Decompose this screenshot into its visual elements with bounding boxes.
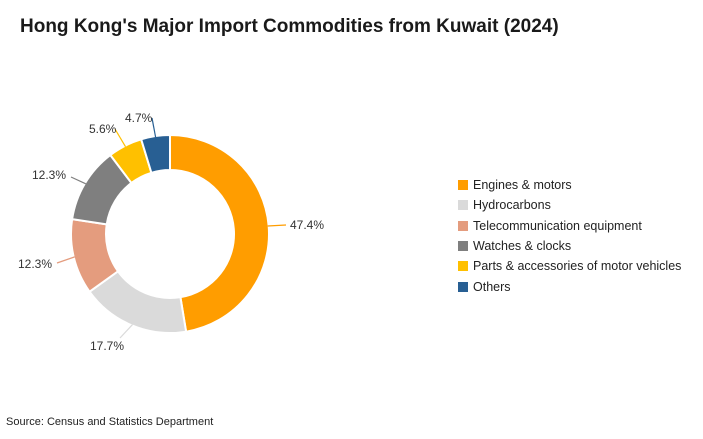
- legend-label: Engines & motors: [473, 178, 572, 193]
- legend-label: Telecommunication equipment: [473, 218, 642, 233]
- data-label: 5.6%: [89, 122, 117, 136]
- legend-label: Others: [473, 279, 511, 294]
- leader-line: [56, 256, 75, 264]
- legend-swatch: [458, 281, 468, 292]
- legend-swatch: [458, 220, 468, 231]
- data-label: 4.7%: [125, 111, 153, 125]
- data-label: 47.4%: [290, 218, 324, 232]
- legend-item: Telecommunication equipment: [458, 216, 681, 236]
- data-label: 12.3%: [32, 168, 66, 182]
- legend-label: Parts & accessories of motor vehicles: [473, 259, 682, 274]
- data-label: 12.3%: [18, 257, 52, 271]
- legend-swatch: [458, 241, 468, 252]
- legend-swatch: [458, 180, 468, 191]
- legend-item: Engines & motors: [458, 175, 681, 195]
- chart-title: Hong Kong's Major Import Commodities fro…: [20, 16, 559, 37]
- legend-label: Watches & clocks: [473, 239, 572, 254]
- legend-item: Parts & accessories of motor vehicles: [458, 256, 681, 276]
- legend-item: Watches & clocks: [458, 236, 681, 256]
- data-label: 17.7%: [90, 339, 124, 353]
- legend-item: Hydrocarbons: [458, 195, 681, 215]
- leader-line: [267, 224, 287, 227]
- leader-line: [119, 324, 133, 339]
- leader-line: [151, 117, 157, 138]
- donut-slice-others: [139, 133, 171, 175]
- legend-item: Others: [458, 276, 681, 296]
- leader-line: [70, 176, 87, 185]
- leader-line: [114, 128, 127, 147]
- chart-legend: Engines & motors Hydrocarbons Telecommunic…: [458, 175, 681, 297]
- donut-slice-engines-motors: [169, 133, 270, 333]
- legend-swatch: [458, 261, 468, 272]
- legend-swatch: [458, 200, 468, 211]
- legend-label: Hydrocarbons: [473, 198, 551, 213]
- source-note: Source: Census and Statistics Department: [6, 416, 214, 428]
